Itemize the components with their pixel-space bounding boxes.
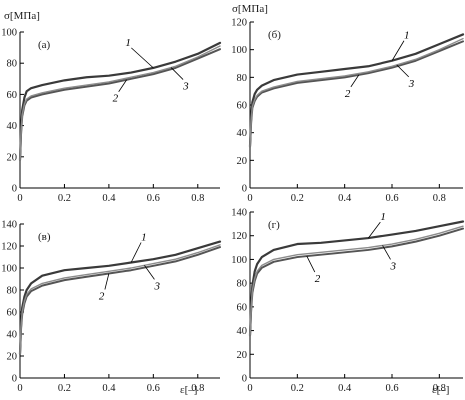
y-tick-label-d: 40 [237,326,248,337]
x-tick-label-d: 0 [247,383,252,394]
series-3-leader-a [170,67,184,80]
y-tick-label-a: 40 [7,121,18,132]
y-tick-label-d: 60 [237,302,248,313]
y-axis-label-panel-b: σ[МПа] [232,3,268,15]
y-tick-label-c: 20 [7,352,18,363]
panel-label-c: (в) [38,231,51,243]
series-1-leader-c [130,242,142,263]
x-tick-label-c: 0 [17,383,22,394]
series-3-leader-c [144,265,155,280]
y-tick-label-a: 60 [7,90,18,101]
y-tick-label-b: 40 [237,128,248,139]
x-tick-label-b: 0.2 [291,193,304,204]
y-tick-label-d: 120 [231,231,247,242]
chart-panel-d: 0 20 40 60 80 100 120 140 0 0.2 0.4 0.6 0.8 (г) 1 2 3 [231,208,465,394]
x-tick-label-b: 0.8 [433,193,446,204]
x-axis-label-panel-c: ε[–] [180,384,197,396]
y-tick-label-c: 40 [7,330,18,341]
x-tick-label-a: 0.8 [191,193,204,204]
series-1-leader-d [368,221,381,239]
x-tick-label-c: 0.4 [102,383,116,394]
y-tick-label-a: 20 [7,152,18,163]
series-3-line-b [249,37,464,148]
series-2-label-c: 2 [99,291,105,303]
y-tick-label-c: 100 [1,264,17,275]
y-tick-label-a: 80 [7,59,18,70]
y-tick-label-a: 0 [12,184,17,195]
y-tick-label-a: 100 [1,28,17,39]
series-1-leader-b [391,40,405,61]
x-tick-label-d: 0.2 [291,383,304,394]
series-2-leader-c [104,273,110,290]
series-2-line-d [249,227,464,337]
series-2-line-a [19,48,221,161]
y-tick-label-c: 0 [12,374,17,385]
x-tick-label-a: 0 [17,193,22,204]
series-3-line-d [249,225,464,337]
x-axis-label-panel-d: ε[–] [432,384,449,396]
y-tick-label-d: 140 [231,208,247,219]
y-axis-label-panel-a: σ[МПа] [4,10,40,22]
series-2-leader-d [306,255,316,273]
series-1-label-c: 1 [141,232,147,244]
y-tick-label-b: 100 [231,45,247,56]
panel-label-b: (б) [268,29,281,41]
y-tick-label-c: 120 [1,242,17,253]
x-tick-label-b: 0 [247,193,252,204]
y-tick-label-b: 120 [231,18,247,29]
x-tick-label-c: 0.2 [58,383,71,394]
series-1-line-d [248,220,465,337]
y-tick-label-b: 60 [237,101,248,112]
x-tick-label-b: 0.4 [338,193,352,204]
series-1-line-b [248,33,465,148]
y-tick-label-b: 0 [242,184,247,195]
x-tick-label-d: 0.6 [385,383,398,394]
panel-label-d: (г) [268,219,280,231]
x-tick-label-a: 0.2 [58,193,71,204]
x-tick-label-a: 0.4 [102,193,116,204]
series-3-line-c [19,244,221,355]
chart-panel-c: 0 20 40 60 80 100 120 140 0 0.2 0.4 0.6 0.8 (в) 1 2 3 [1,220,222,394]
chart-panel-b: 0 20 40 60 80 100 120 0 0.2 0.4 0.6 0.8 (б) 1 2 3 [231,18,465,204]
y-tick-label-c: 60 [7,308,18,319]
series-2-line-b [249,40,464,148]
y-tick-label-c: 80 [7,286,18,297]
x-tick-label-d: 0.8 [433,383,446,394]
series-3-label-b: 3 [408,78,415,90]
series-2-leader-a [118,79,127,92]
series-3-leader-d [382,245,391,260]
series-3-label-d: 3 [390,260,397,272]
y-tick-label-c: 140 [1,220,17,231]
x-tick-label-b: 0.6 [385,193,398,204]
x-tick-label-d: 0.4 [338,383,352,394]
series-3-line-a [19,45,221,161]
series-2-label-a: 2 [113,93,119,105]
series-1-label-b: 1 [404,30,410,42]
series-1-line-c [18,240,222,355]
series-2-leader-b [350,74,360,88]
x-tick-label-c: 0.6 [147,383,160,394]
series-2-label-d: 2 [315,273,321,285]
series-1-label-a: 1 [125,37,131,49]
series-3-label-a: 3 [182,81,189,93]
series-1-line-a [18,41,222,162]
series-2-label-b: 2 [345,88,351,100]
y-tick-label-d: 100 [231,255,247,266]
x-tick-label-c: 0.8 [191,383,204,394]
chart-panel-a: 0 20 40 60 80 100 0 0.2 0.4 0.6 0.8 (а) 1 2 3 [1,28,222,204]
panel-label-a: (а) [38,39,51,51]
y-tick-label-d: 80 [237,279,248,290]
series-3-leader-b [396,64,410,78]
series-3-label-c: 3 [153,280,160,292]
y-tick-label-d: 20 [237,350,248,361]
y-tick-label-d: 0 [242,374,247,385]
y-tick-label-b: 20 [237,156,248,167]
x-tick-label-a: 0.6 [147,193,160,204]
series-1-label-d: 1 [380,211,386,223]
y-tick-label-b: 80 [237,73,248,84]
series-1-leader-a [131,47,154,69]
